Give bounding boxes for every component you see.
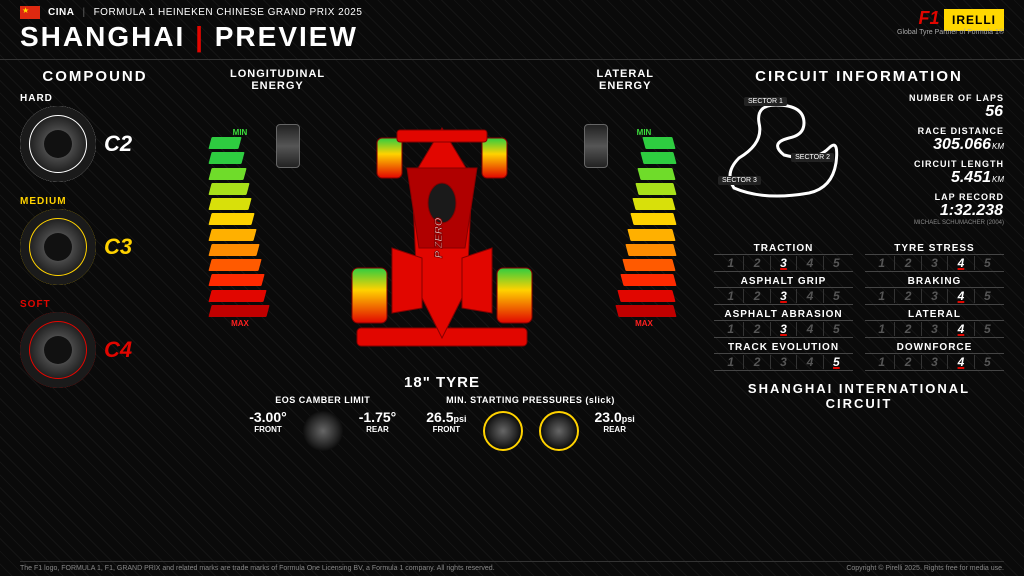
- starting-pressures: MIN. STARTING PRESSURES (slick) 26.5psi …: [426, 395, 635, 453]
- circuit-title: CIRCUIT INFORMATION: [714, 68, 1004, 85]
- circuit-stat: RACE DISTANCE305.066KM: [852, 126, 1004, 154]
- tyre-mini-icon: [276, 124, 300, 168]
- rating-item: TYRE STRESS12345: [865, 243, 1004, 272]
- svg-text:P ZERO: P ZERO: [433, 217, 445, 258]
- tyre-icon: [539, 411, 579, 451]
- camber-limit: EOS CAMBER LIMIT -3.00° FRONT -1.75° REA…: [249, 395, 396, 453]
- rating-item: DOWNFORCE12345: [865, 342, 1004, 371]
- topbar: CINA | FORMULA 1 HEINEKEN CHINESE GRAND …: [0, 0, 1024, 19]
- circuit-stat: NUMBER OF LAPS56: [852, 93, 1004, 121]
- compound-panel: COMPOUND HARD C2 MEDIUM C3 SOFT C4: [0, 60, 180, 530]
- compound-tyre: MEDIUM C3: [20, 196, 170, 285]
- footer-left: The F1 logo, FORMULA 1, F1, GRAND PRIX a…: [20, 565, 495, 572]
- f1-car-icon: P ZERO: [337, 108, 547, 358]
- tyre-icon: [483, 411, 523, 451]
- lateral-energy-label: LATERALENERGY: [596, 68, 654, 92]
- compound-tyre: HARD C2: [20, 93, 170, 182]
- pirelli-logo-icon: IRELLI: [944, 9, 1004, 31]
- track-map-icon: SECTOR 1 SECTOR 2 SECTOR 3: [714, 93, 844, 213]
- lateral-gauge: MIN MAX: [614, 128, 674, 328]
- longitudinal-gauge: MIN MAX: [210, 128, 270, 328]
- rating-item: TRACK EVOLUTION12345: [714, 342, 853, 371]
- circuit-stat: CIRCUIT LENGTH5.451KM: [852, 159, 1004, 187]
- rating-item: LATERAL12345: [865, 309, 1004, 338]
- circuit-stat: LAP RECORD1:32.238MICHAEL SCHUMACHER (20…: [852, 192, 1004, 226]
- compound-tyre: SOFT C4: [20, 299, 170, 388]
- country-code: CINA: [48, 7, 74, 18]
- logo-cluster: F1 IRELLI Global Tyre Partner of Formula…: [897, 8, 1004, 36]
- rating-item: TRACTION12345: [714, 243, 853, 272]
- event-name: FORMULA 1 HEINEKEN CHINESE GRAND PRIX 20…: [94, 7, 363, 18]
- tyre-mini-icon: [584, 124, 608, 168]
- f1-logo-icon: F1: [919, 8, 940, 28]
- longitudinal-energy-label: LONGITUDINALENERGY: [230, 68, 325, 92]
- compound-title: COMPOUND: [20, 68, 170, 85]
- circuit-panel: CIRCUIT INFORMATION SECTOR 1 SECTOR 2 SE…: [704, 60, 1024, 530]
- center-panel: LONGITUDINALENERGY LATERALENERGY MIN MAX…: [180, 60, 704, 530]
- rating-item: BRAKING12345: [865, 276, 1004, 305]
- country-flag-icon: [20, 6, 40, 19]
- rating-item: ASPHALT GRIP12345: [714, 276, 853, 305]
- tyre-size-title: 18" TYRE: [190, 374, 694, 391]
- circuit-name: SHANGHAI INTERNATIONAL CIRCUIT: [714, 381, 1004, 411]
- footer: The F1 logo, FORMULA 1, F1, GRAND PRIX a…: [20, 561, 1004, 572]
- footer-right: Copyright © Pirelli 2025. Rights free fo…: [846, 565, 1004, 572]
- rating-item: ASPHALT ABRASION12345: [714, 309, 853, 338]
- tyre-icon: [303, 411, 343, 451]
- tagline: Global Tyre Partner of Formula 1®: [897, 29, 1004, 36]
- page-title: SHANGHAI | PREVIEW: [0, 19, 1024, 60]
